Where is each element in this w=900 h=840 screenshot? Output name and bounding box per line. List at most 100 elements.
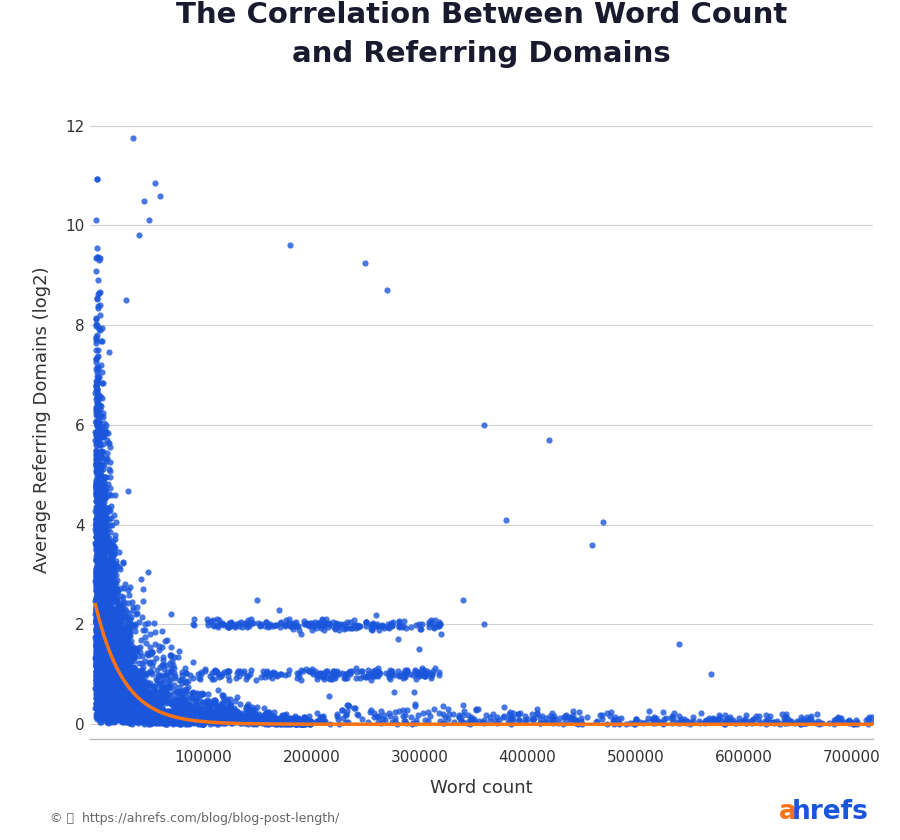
Point [116,638,130,651]
Point [261,620,275,633]
Point [117,653,131,666]
Point [102,614,116,627]
Point [110,659,124,672]
Point [94,630,108,643]
Point [169,709,184,722]
Point [257,701,272,714]
Point [109,659,123,672]
Point [761,712,776,726]
Point [159,717,174,731]
Point [97,710,112,723]
Point [145,704,159,717]
Point [98,631,112,644]
Point [300,715,314,728]
Point [118,656,132,669]
Point [103,612,117,625]
Point [395,667,410,680]
Point [94,630,109,643]
Point [88,520,103,533]
Point [224,715,238,728]
Point [100,529,114,543]
Point [110,696,124,710]
Point [89,617,104,630]
Point [94,566,108,580]
Point [327,664,341,678]
Point [103,599,117,612]
Point [109,640,123,654]
Point [300,616,314,629]
Point [302,618,316,632]
Point [104,525,118,538]
Point [88,538,103,552]
Point [92,630,106,643]
Point [130,712,144,726]
Point [89,645,104,659]
Point [97,613,112,627]
Point [97,542,112,555]
Point [114,710,129,723]
Point [92,533,106,547]
Point [97,550,112,564]
Point [172,696,186,710]
Point [95,665,110,679]
Point [104,538,119,552]
Point [95,541,110,554]
Point [129,693,143,706]
Point [345,664,359,678]
Point [241,617,256,630]
Point [133,671,148,685]
Point [90,500,104,513]
Point [94,389,108,402]
Point [94,590,109,603]
Point [133,699,148,712]
Point [105,698,120,711]
Point [164,648,178,662]
Point [231,669,246,682]
Point [197,710,211,723]
Point [299,715,313,728]
Point [384,667,399,680]
Point [120,685,134,698]
Point [98,654,112,667]
Point [394,621,409,634]
Point [93,697,107,711]
Point [102,668,116,681]
Point [526,711,540,725]
Point [104,654,119,668]
Point [395,709,410,722]
Point [91,627,105,641]
Point [151,700,166,713]
Point [88,489,103,502]
Point [133,676,148,690]
Point [104,669,118,682]
Point [159,705,174,718]
Point [128,689,142,702]
Point [128,714,142,727]
Point [97,575,112,588]
Point [91,421,105,434]
Point [268,717,283,731]
Point [91,708,105,722]
Point [115,678,130,691]
Point [130,642,145,655]
Point [99,681,113,695]
Point [106,650,121,664]
Point [95,570,110,583]
Point [844,717,859,730]
Point [179,683,194,696]
Point [656,712,670,726]
Point [282,717,296,730]
Point [103,704,117,717]
Point [97,416,112,429]
Point [133,640,148,654]
Point [176,697,191,711]
Point [119,609,133,622]
Point [110,612,124,626]
Point [90,468,104,481]
Point [100,615,114,628]
Point [155,709,169,722]
Point [108,660,122,674]
Point [93,631,107,644]
Point [107,700,122,713]
Point [116,670,130,684]
